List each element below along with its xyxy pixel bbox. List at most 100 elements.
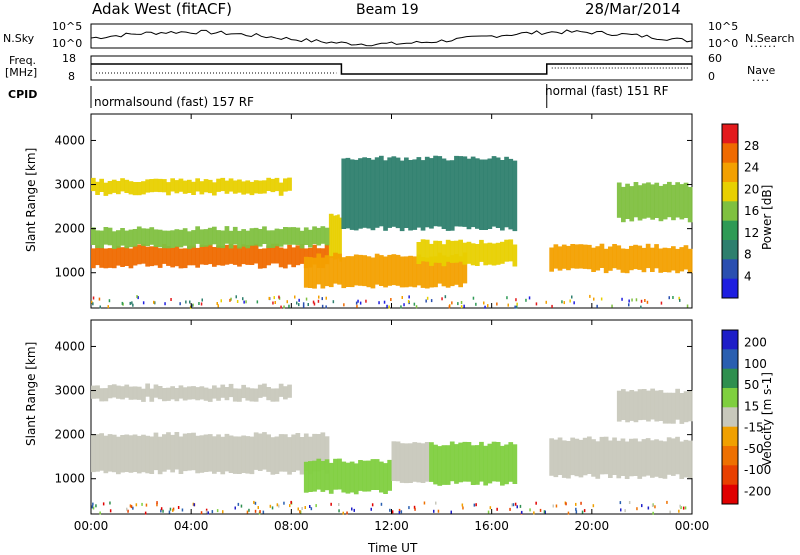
- power-band-4-cell: [441, 255, 447, 287]
- power-noise-point: [628, 303, 630, 307]
- velocity-band-0-cell: [278, 434, 284, 472]
- power-colorbar-tick: 28: [744, 139, 759, 153]
- velocity-noise-point: [581, 510, 584, 514]
- power-noise-point: [563, 301, 565, 305]
- power-band-6-cell: [487, 158, 493, 229]
- velocity-band-4-cell: [462, 441, 468, 482]
- power-noise-point: [201, 298, 203, 302]
- power-band-2-cell: [203, 229, 209, 247]
- velocity-band-0-cell: [295, 433, 301, 471]
- velocity-noise-point: [127, 509, 129, 513]
- velocity-colorbar-tick: 50: [744, 378, 759, 392]
- power-noise-point: [589, 294, 591, 298]
- power-band-0-cell: [245, 245, 251, 265]
- velocity-noise-point: [666, 500, 668, 504]
- velocity-band-3-cell: [412, 442, 418, 482]
- velocity-colorbar-cell: [722, 407, 738, 428]
- xtick-label: 16:00: [474, 519, 509, 533]
- velocity-band-6-cell: [667, 392, 672, 424]
- power-band-2-cell: [249, 228, 255, 246]
- power-band-4-cell: [312, 257, 317, 289]
- velocity-noise-point: [380, 502, 383, 506]
- velocity-band-1-cell: [174, 388, 180, 402]
- velocity-noise-point: [433, 509, 435, 513]
- velocity-band-4-cell: [500, 445, 505, 486]
- power-noise-point: [441, 297, 443, 301]
- power-band-4-cell: [458, 256, 463, 288]
- power-noise-point: [332, 300, 335, 304]
- velocity-noise-point: [168, 510, 171, 514]
- velocity-noise-point: [254, 501, 257, 505]
- power-noise-point: [460, 305, 463, 309]
- velocity-band-0-cell: [207, 434, 213, 472]
- velocity-noise-point: [109, 509, 112, 513]
- power-band-0-cell: [95, 245, 100, 266]
- power-band-3-cell: [283, 178, 288, 192]
- power-noise-point: [98, 297, 101, 301]
- power-band-7-cell: [553, 244, 559, 269]
- power-band-0-cell: [212, 247, 217, 267]
- power-noise-point: [185, 300, 187, 304]
- power-band-2-cell: [228, 230, 234, 249]
- velocity-noise-point: [628, 501, 631, 504]
- power-noise-point: [192, 303, 194, 307]
- power-band-3-cell: [99, 178, 104, 192]
- power-band-2-cell: [241, 229, 246, 247]
- velocity-band-1-cell: [128, 386, 134, 400]
- power-band-2-cell: [145, 228, 150, 247]
- velocity-noise-point: [529, 508, 531, 512]
- power-band-8-cell: [646, 182, 651, 218]
- power-band-7-cell: [612, 244, 617, 269]
- velocity-band-6-cell: [616, 390, 622, 422]
- velocity-band-1-cell: [91, 385, 96, 399]
- velocity-colorbar-tick: 15: [744, 399, 759, 413]
- power-band-0-cell: [187, 245, 192, 266]
- power-band-0-cell: [149, 246, 155, 267]
- power-band-2-cell: [120, 228, 125, 246]
- velocity-colorbar-cell: [722, 368, 738, 389]
- power-noise-point: [298, 303, 300, 307]
- velocity-noise-point: [641, 504, 643, 508]
- power-noise-point: [317, 299, 320, 303]
- power-band-6-cell: [508, 158, 514, 230]
- power-noise-point: [475, 302, 477, 306]
- velocity-band-1-cell: [132, 386, 138, 400]
- xtick-label: 04:00: [174, 519, 209, 533]
- velocity-band-0-cell: [312, 433, 317, 472]
- velocity-noise-point: [437, 509, 440, 513]
- velocity-noise-point: [511, 503, 513, 507]
- power-noise-point: [483, 301, 485, 305]
- power-band-0-cell: [295, 245, 301, 266]
- velocity-band-0-cell: [249, 436, 255, 475]
- velocity-band-0-cell: [136, 435, 142, 474]
- velocity-band-2-cell: [312, 460, 317, 492]
- power-band-6-cell: [483, 159, 488, 230]
- velocity-band-1-cell: [199, 386, 205, 400]
- power-band-0-cell: [141, 243, 146, 264]
- power-noise-point: [313, 302, 316, 306]
- power-noise-point: [99, 305, 101, 309]
- velocity-noise-point: [309, 505, 311, 508]
- velocity-noise-point: [678, 509, 680, 513]
- power-noise-point: [325, 296, 327, 300]
- power-noise-point: [506, 296, 508, 300]
- power-band-7-cell: [608, 246, 613, 271]
- power-band-5-cell: [420, 239, 426, 262]
- velocity-band-2-cell: [362, 460, 367, 492]
- power-colorbar-frame: [721, 123, 739, 299]
- velocity-noise-point: [487, 510, 490, 514]
- power-band-2-cell: [174, 229, 180, 247]
- power-band-6-cell: [433, 155, 438, 227]
- power-noise-point: [571, 295, 573, 299]
- velocity-band-1-cell: [245, 387, 251, 401]
- velocity-band-3-cell: [408, 443, 413, 483]
- velocity-band-3-cell: [404, 443, 409, 484]
- power-band-6-cell: [475, 158, 480, 229]
- velocity-band-1-cell: [162, 388, 167, 402]
- power-band-5-cell: [433, 240, 438, 263]
- power-colorbar-tick: 8: [744, 248, 752, 262]
- power-band-4-cell: [358, 254, 363, 286]
- velocity-noise-point: [338, 509, 340, 513]
- velocity-noise-point: [160, 509, 162, 513]
- power-band-7-cell: [549, 247, 554, 272]
